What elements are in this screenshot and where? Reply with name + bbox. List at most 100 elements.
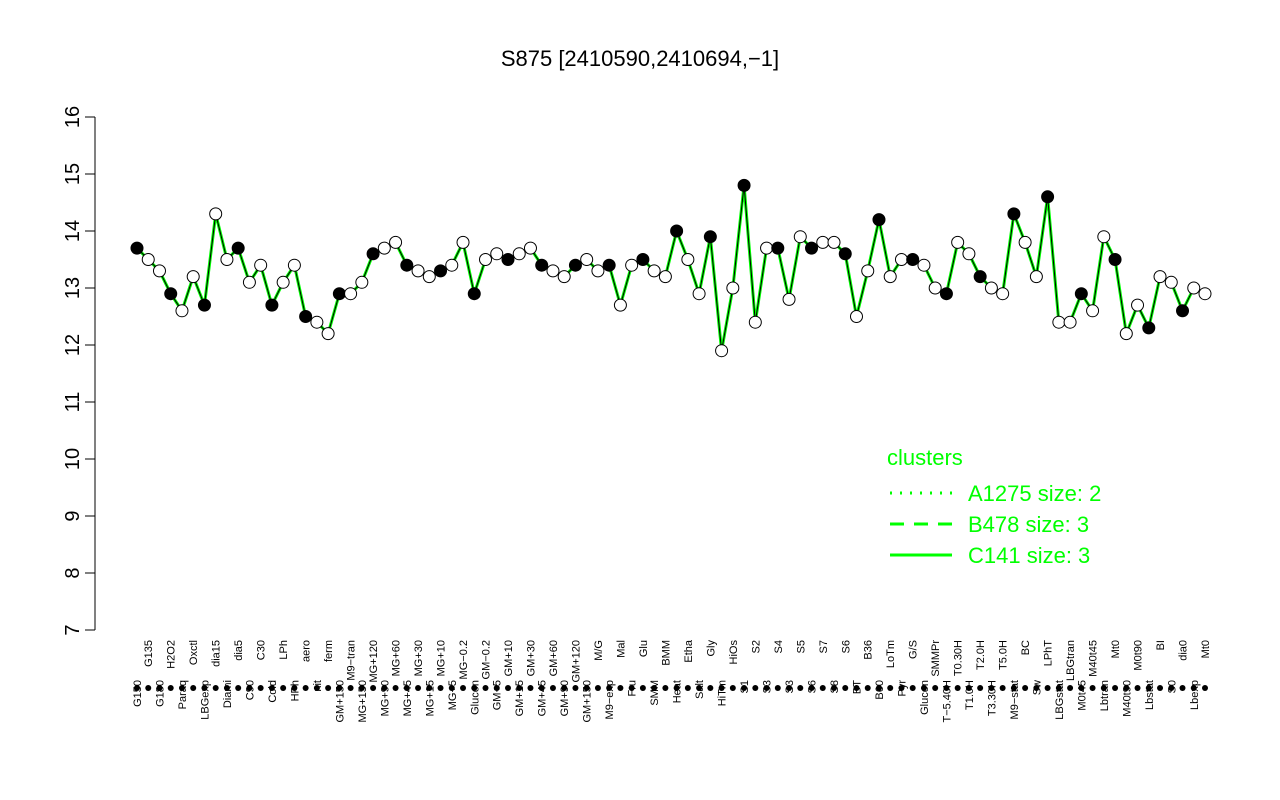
category-tick	[909, 685, 916, 691]
data-point	[1176, 304, 1190, 318]
x-tick-label: MG+150	[357, 680, 369, 723]
x-tick-label: Lbstat	[1144, 680, 1156, 710]
data-point	[197, 298, 211, 312]
data-point	[389, 235, 403, 249]
category-tick	[594, 685, 601, 691]
category-tick	[460, 685, 467, 691]
x-tick-label: B36	[863, 640, 875, 660]
category-tick	[223, 685, 230, 691]
x-tick-label: GM+5	[492, 680, 504, 710]
category-tick	[538, 685, 545, 691]
data-point	[715, 344, 729, 358]
x-tick-label: Oxctl	[188, 640, 200, 665]
category-tick	[819, 685, 826, 691]
category-tick	[752, 685, 759, 691]
category-tick	[302, 685, 309, 691]
category-tick	[437, 685, 444, 691]
x-tick-label: S6	[807, 680, 819, 693]
x-tick-label: Mt0	[1110, 640, 1122, 658]
x-tick-label: BT	[851, 680, 863, 694]
category-tick	[1134, 685, 1141, 691]
category-tick	[842, 685, 849, 691]
data-point	[1007, 207, 1021, 221]
data-point	[512, 247, 526, 261]
data-point	[928, 281, 942, 295]
data-point	[670, 224, 684, 238]
x-tick-label: MG+60	[391, 640, 403, 676]
data-point	[479, 253, 493, 266]
y-tick-label: 11	[62, 392, 84, 413]
category-tick	[1202, 685, 1208, 691]
x-tick-label: dia5	[233, 640, 245, 661]
category-tick	[741, 685, 748, 691]
data-point	[827, 235, 841, 249]
category-tick	[696, 685, 703, 691]
data-point	[613, 298, 627, 312]
x-tick-label: Glucon	[469, 680, 481, 715]
data-point	[254, 258, 268, 272]
data-point	[299, 310, 313, 323]
x-tick-label: BI	[1155, 640, 1167, 650]
x-tick-label: LoTm	[885, 640, 897, 668]
category-tick	[999, 685, 1006, 691]
data-point	[130, 241, 144, 255]
data-point	[1131, 298, 1145, 312]
category-tick	[831, 685, 838, 691]
category-tick	[235, 685, 242, 691]
chart-title: S875 [2410590,2410694,−1]	[501, 46, 779, 71]
x-tick-label: S6	[840, 640, 852, 653]
data-point	[557, 270, 571, 284]
data-point	[962, 247, 976, 261]
data-point	[816, 235, 830, 249]
category-tick	[1168, 685, 1175, 691]
x-tick-label: dia15	[211, 640, 223, 667]
data-point	[164, 287, 178, 301]
x-tick-label: BMM	[660, 640, 672, 666]
x-tick-label: HiTm	[717, 680, 729, 706]
x-tick-label: GM+10	[503, 640, 515, 676]
data-point	[141, 253, 155, 266]
data-point	[737, 178, 751, 192]
category-tick	[313, 685, 320, 691]
x-tick-label: T1.0H	[964, 680, 976, 710]
category-tick	[403, 685, 410, 691]
x-tick-label: Pyr	[896, 680, 908, 697]
data-point	[917, 258, 931, 272]
x-tick-label: S5	[795, 640, 807, 653]
data-point	[456, 235, 470, 249]
data-point	[692, 287, 706, 301]
data-point	[760, 241, 774, 255]
category-tick	[212, 685, 219, 691]
category-tick	[786, 685, 793, 691]
data-point	[726, 281, 740, 295]
x-tick-label: Paraq	[177, 680, 189, 709]
x-tick-label: T2.0H	[975, 640, 987, 670]
y-tick-label: 8	[62, 567, 84, 578]
data-point	[1018, 235, 1032, 249]
x-tick-label: GM+150	[582, 680, 594, 723]
category-tick	[954, 685, 961, 691]
x-tick-label: HiOs	[728, 640, 740, 665]
data-point	[1198, 287, 1212, 301]
category-tick	[381, 685, 388, 691]
data-point	[1142, 321, 1156, 335]
data-point	[1119, 327, 1133, 341]
x-tick-label: S1	[739, 680, 751, 693]
data-point	[647, 264, 661, 278]
category-tick	[684, 685, 691, 691]
category-tick	[426, 685, 433, 691]
category-tick	[1100, 685, 1107, 691]
x-tick-label: Lbtran	[1099, 680, 1111, 711]
data-point	[411, 264, 425, 278]
data-point	[276, 275, 290, 289]
x-tick-label: LBGexp	[199, 680, 211, 720]
data-point	[242, 275, 256, 289]
data-point	[703, 230, 717, 244]
category-tick	[707, 685, 714, 691]
data-point	[580, 253, 594, 266]
data-point	[209, 207, 223, 221]
category-tick	[257, 685, 264, 691]
data-point	[939, 287, 953, 301]
y-tick-label: 16	[62, 106, 84, 128]
category-tick	[280, 685, 287, 691]
